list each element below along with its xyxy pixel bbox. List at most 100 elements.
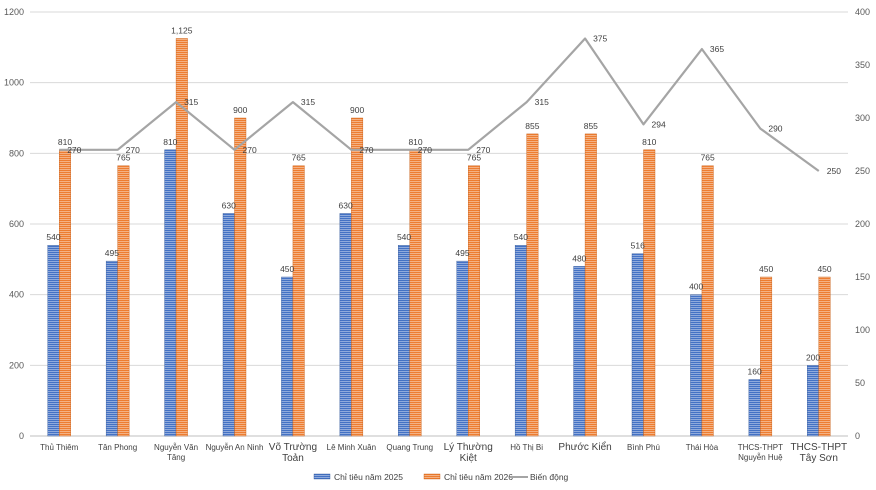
data-label-2026: 855 (584, 121, 598, 131)
left-tick-label: 0 (19, 431, 24, 441)
data-label-bien-dong: 365 (710, 44, 724, 54)
data-label-bien-dong: 270 (418, 145, 432, 155)
right-tick-label: 0 (855, 431, 860, 441)
data-label-bien-dong: 290 (768, 124, 782, 134)
data-label-bien-dong: 315 (301, 97, 315, 107)
bars (47, 38, 831, 437)
data-labels: 540 810 495 765 810 1,125 630 900 450 765 630 900 54… (46, 26, 841, 377)
category-label: Bình Phú (627, 443, 660, 452)
category-label: Tân Phong (98, 443, 137, 452)
data-label-2026: 810 (642, 137, 656, 147)
data-label-bien-dong: 270 (243, 145, 257, 155)
data-label-2026: 810 (58, 137, 72, 147)
legend-item-2026: Chỉ tiêu năm 2026 (423, 472, 513, 482)
category-label: Nguyễn Văn Tăng (154, 443, 198, 462)
right-tick-label: 250 (855, 166, 870, 176)
data-label-bien-dong: 375 (593, 34, 607, 44)
legend-item-bien-dong: Biến động (510, 472, 569, 482)
category-labels: Thủ Thiêm Tân Phong Nguyễn Văn Tăng Nguyễn A… (40, 441, 847, 464)
bar-2026 (175, 38, 188, 437)
data-label-bien-dong: 270 (359, 145, 373, 155)
right-tick-label: 400 (855, 7, 870, 17)
bar-2025 (398, 244, 410, 437)
bar-2026 (526, 133, 539, 437)
left-tick-label: 1000 (4, 78, 24, 88)
right-tick-label: 300 (855, 113, 870, 123)
bar-2025 (631, 253, 644, 437)
bar-2025 (164, 149, 177, 437)
bar-2025 (281, 276, 294, 437)
right-tick-label: 150 (855, 272, 870, 282)
bar-2026 (584, 133, 597, 437)
legend-item-2025: Chỉ tiêu năm 2025 (313, 472, 403, 482)
data-label-2026: 900 (350, 105, 364, 115)
data-label-2026: 765 (116, 153, 130, 163)
right-tick-label: 200 (855, 219, 870, 229)
left-axis-ticks: 0 200 400 600 800 1000 1200 (4, 7, 24, 441)
data-label-bien-dong: 315 (535, 97, 549, 107)
data-label-2026: 900 (233, 105, 247, 115)
data-label-2025: 400 (689, 282, 703, 292)
data-label-2025: 540 (46, 232, 60, 242)
bar-2025 (47, 244, 60, 437)
data-label-2026: 1,125 (171, 26, 193, 36)
legend-label: Chỉ tiêu năm 2025 (334, 472, 403, 482)
bar-2026 (292, 165, 305, 437)
data-label-bien-dong: 270 (67, 145, 81, 155)
legend-swatch (423, 473, 441, 480)
bar-2026 (351, 117, 364, 437)
data-label-2025: 540 (514, 232, 528, 242)
left-tick-label: 1200 (4, 7, 24, 17)
data-label-2025: 630 (339, 200, 353, 210)
right-axis-ticks: 0 50 100 150 200 250 300 350 400 (855, 7, 870, 441)
bar-2026 (643, 149, 656, 437)
left-tick-label: 200 (9, 360, 24, 370)
category-label: Quang Trung (386, 443, 433, 452)
data-label-2025: 516 (631, 241, 645, 251)
bar-2025 (222, 213, 235, 437)
gridlines (30, 11, 848, 437)
bar-2025 (748, 379, 761, 437)
category-label: THCS-THPT Tây Sơn (790, 442, 847, 464)
category-label: Nguyễn An Ninh (206, 443, 264, 452)
category-label: Thủ Thiêm (40, 443, 78, 452)
data-label-2025: 200 (806, 352, 820, 362)
bar-2026 (117, 165, 130, 437)
legend: Chỉ tiêu năm 2025 Chỉ tiêu năm 2026 Biến đ… (313, 472, 569, 482)
category-label: Lê Minh Xuân (327, 443, 376, 452)
data-label-2026: 855 (525, 121, 539, 131)
data-label-bien-dong: 315 (184, 97, 198, 107)
bar-2025 (690, 294, 703, 437)
bar-2026 (59, 149, 71, 437)
data-label-bien-dong: 270 (476, 145, 490, 155)
bar-2026 (760, 276, 773, 437)
line-series (59, 37, 820, 172)
bar-2025 (456, 260, 469, 437)
data-label-2025: 495 (455, 248, 469, 258)
data-label-2026: 450 (817, 264, 831, 274)
bar-2025 (105, 260, 118, 437)
left-tick-label: 600 (9, 219, 24, 229)
bar-2026 (409, 149, 422, 437)
data-label-bien-dong: 294 (652, 119, 666, 129)
data-label-2025: 450 (280, 264, 294, 274)
legend-label: Chỉ tiêu năm 2026 (444, 472, 513, 482)
data-label-2025: 160 (748, 366, 762, 376)
data-label-2025: 630 (222, 200, 236, 210)
bar-2026 (818, 276, 831, 437)
data-label-2026: 765 (292, 153, 306, 163)
bar-2025 (573, 266, 586, 437)
data-label-2026: 765 (467, 153, 481, 163)
data-label-bien-dong: 250 (827, 166, 841, 176)
category-label: Phước Kiển (558, 441, 611, 453)
category-label: Võ Trường Toản (269, 442, 317, 464)
right-tick-label: 350 (855, 60, 870, 70)
data-label-bien-dong: 270 (126, 145, 140, 155)
left-tick-label: 800 (9, 148, 24, 158)
category-label: Thái Hòa (686, 443, 719, 452)
data-label-2025: 480 (572, 253, 586, 263)
bar-2025 (339, 213, 352, 437)
category-label: THCS-THPT Nguyễn Huệ (738, 443, 783, 462)
data-label-2025: 495 (105, 248, 119, 258)
